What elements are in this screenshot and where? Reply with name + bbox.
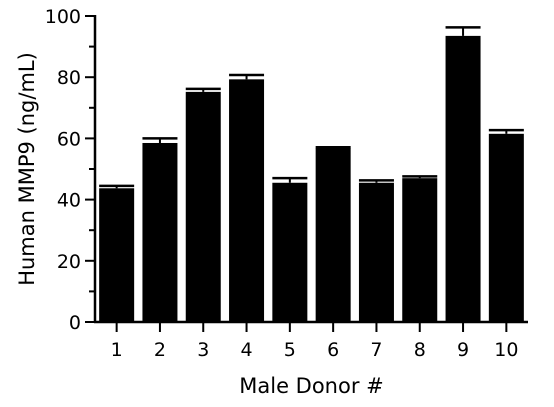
bar-3 — [185, 91, 221, 322]
x-tick-label-2: 2 — [154, 339, 166, 361]
bar-9 — [445, 35, 481, 322]
x-tick-label-9: 9 — [457, 339, 469, 361]
x-tick-label-10: 10 — [494, 339, 518, 361]
bar-8 — [402, 178, 438, 322]
bar-2 — [142, 142, 178, 322]
x-tick-label-8: 8 — [414, 339, 426, 361]
y-tick-label-100: 100 — [45, 6, 81, 28]
x-tick-label-7: 7 — [370, 339, 382, 361]
x-axis-title: Male Donor # — [239, 374, 384, 398]
x-tick-label-1: 1 — [111, 339, 123, 361]
x-tick-label-5: 5 — [284, 339, 296, 361]
bar-7 — [358, 182, 394, 322]
bar-5 — [272, 182, 308, 322]
y-tick-label-60: 60 — [57, 128, 81, 150]
bar-6 — [315, 148, 351, 322]
y-axis-title: Human MMP9 (ng/mL) — [15, 52, 39, 286]
bar-4 — [229, 79, 265, 322]
y-tick-label-20: 20 — [57, 251, 81, 273]
error-bars-layer — [99, 26, 524, 189]
bars-layer — [99, 35, 524, 322]
y-ticks-layer: 0 20 40 60 80 100 — [45, 6, 95, 334]
y-tick-label-40: 40 — [57, 190, 81, 212]
bar-10 — [488, 133, 524, 322]
x-tick-label-3: 3 — [197, 339, 209, 361]
bar-1 — [99, 188, 135, 322]
x-tick-label-6: 6 — [327, 339, 339, 361]
y-tick-label-0: 0 — [69, 312, 81, 334]
x-ticks-layer: 1 2 3 4 5 6 7 8 9 10 — [111, 322, 518, 361]
y-tick-label-80: 80 — [57, 67, 81, 89]
x-tick-label-4: 4 — [241, 339, 253, 361]
